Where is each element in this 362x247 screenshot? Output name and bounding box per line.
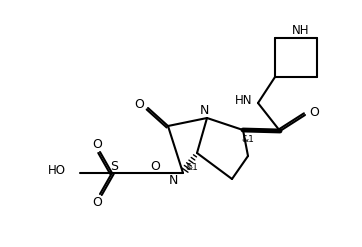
Text: &1: &1: [186, 163, 198, 171]
Text: NH: NH: [292, 24, 310, 38]
Text: &1: &1: [241, 136, 254, 144]
Text: O: O: [309, 106, 319, 120]
Text: O: O: [150, 160, 160, 172]
Text: S: S: [110, 160, 118, 172]
Text: N: N: [169, 173, 178, 186]
Text: HN: HN: [235, 95, 252, 107]
Text: O: O: [134, 99, 144, 111]
Text: O: O: [92, 138, 102, 150]
Text: O: O: [92, 195, 102, 208]
Text: HO: HO: [48, 165, 66, 178]
Text: N: N: [199, 103, 209, 117]
